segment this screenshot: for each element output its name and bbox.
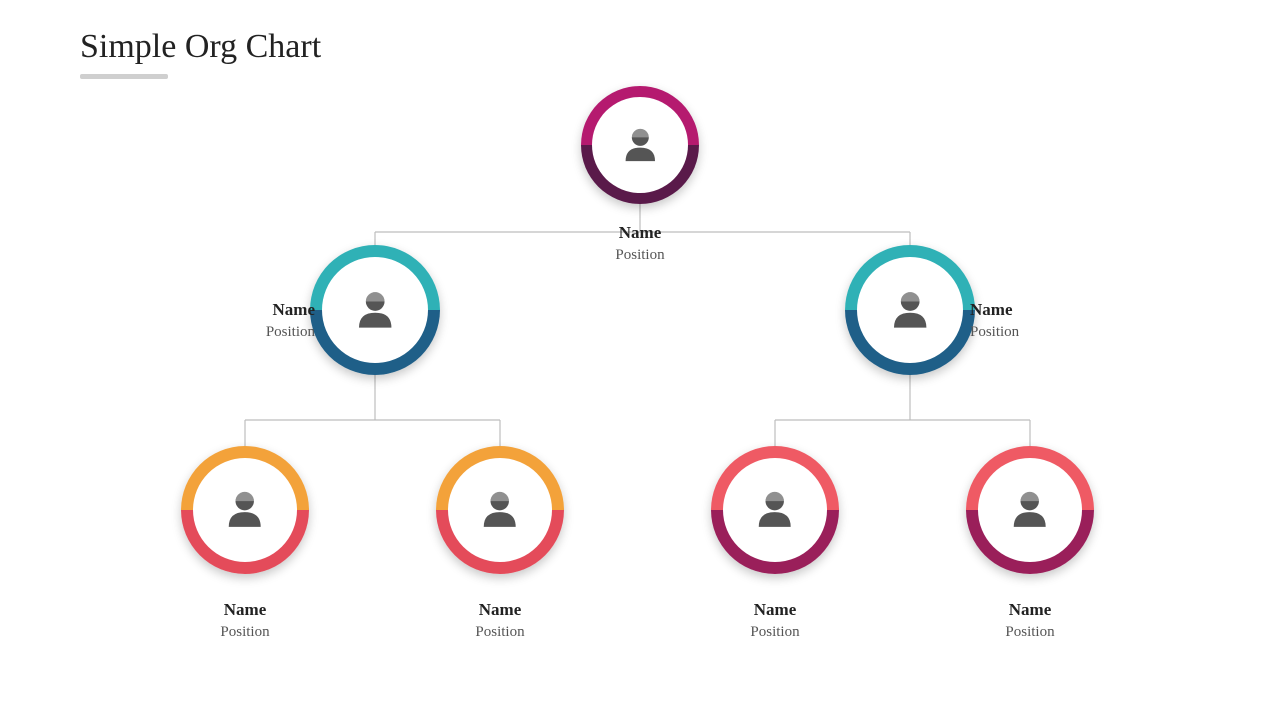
node-label-l3a: Name Position xyxy=(175,600,315,641)
node-position: Position xyxy=(970,324,1110,341)
org-node-l3b xyxy=(436,446,564,574)
node-label-l2b: Name Position xyxy=(970,300,1110,341)
person-icon xyxy=(344,279,406,341)
node-name: Name xyxy=(175,300,315,320)
org-node-root xyxy=(581,86,699,204)
node-label-l3c: Name Position xyxy=(705,600,845,641)
org-node-l3d xyxy=(966,446,1094,574)
node-position: Position xyxy=(430,624,570,641)
node-label-root: Name Position xyxy=(570,223,710,264)
person-icon xyxy=(879,279,941,341)
org-node-l3a xyxy=(181,446,309,574)
node-position: Position xyxy=(175,324,315,341)
node-label-l3d: Name Position xyxy=(960,600,1100,641)
node-layer: Name Position Name Position Name Positio… xyxy=(0,0,1280,720)
node-name: Name xyxy=(960,600,1100,620)
node-position: Position xyxy=(960,624,1100,641)
person-icon xyxy=(612,117,669,174)
org-node-l2a xyxy=(310,245,440,375)
person-icon xyxy=(469,479,530,540)
person-icon xyxy=(999,479,1060,540)
node-name: Name xyxy=(970,300,1110,320)
person-icon xyxy=(744,479,805,540)
org-node-l3c xyxy=(711,446,839,574)
node-label-l2a: Name Position xyxy=(175,300,315,341)
node-name: Name xyxy=(570,223,710,243)
node-position: Position xyxy=(175,624,315,641)
org-node-l2b xyxy=(845,245,975,375)
node-position: Position xyxy=(705,624,845,641)
node-name: Name xyxy=(175,600,315,620)
node-label-l3b: Name Position xyxy=(430,600,570,641)
node-name: Name xyxy=(705,600,845,620)
person-icon xyxy=(214,479,275,540)
node-name: Name xyxy=(430,600,570,620)
node-position: Position xyxy=(570,247,710,264)
